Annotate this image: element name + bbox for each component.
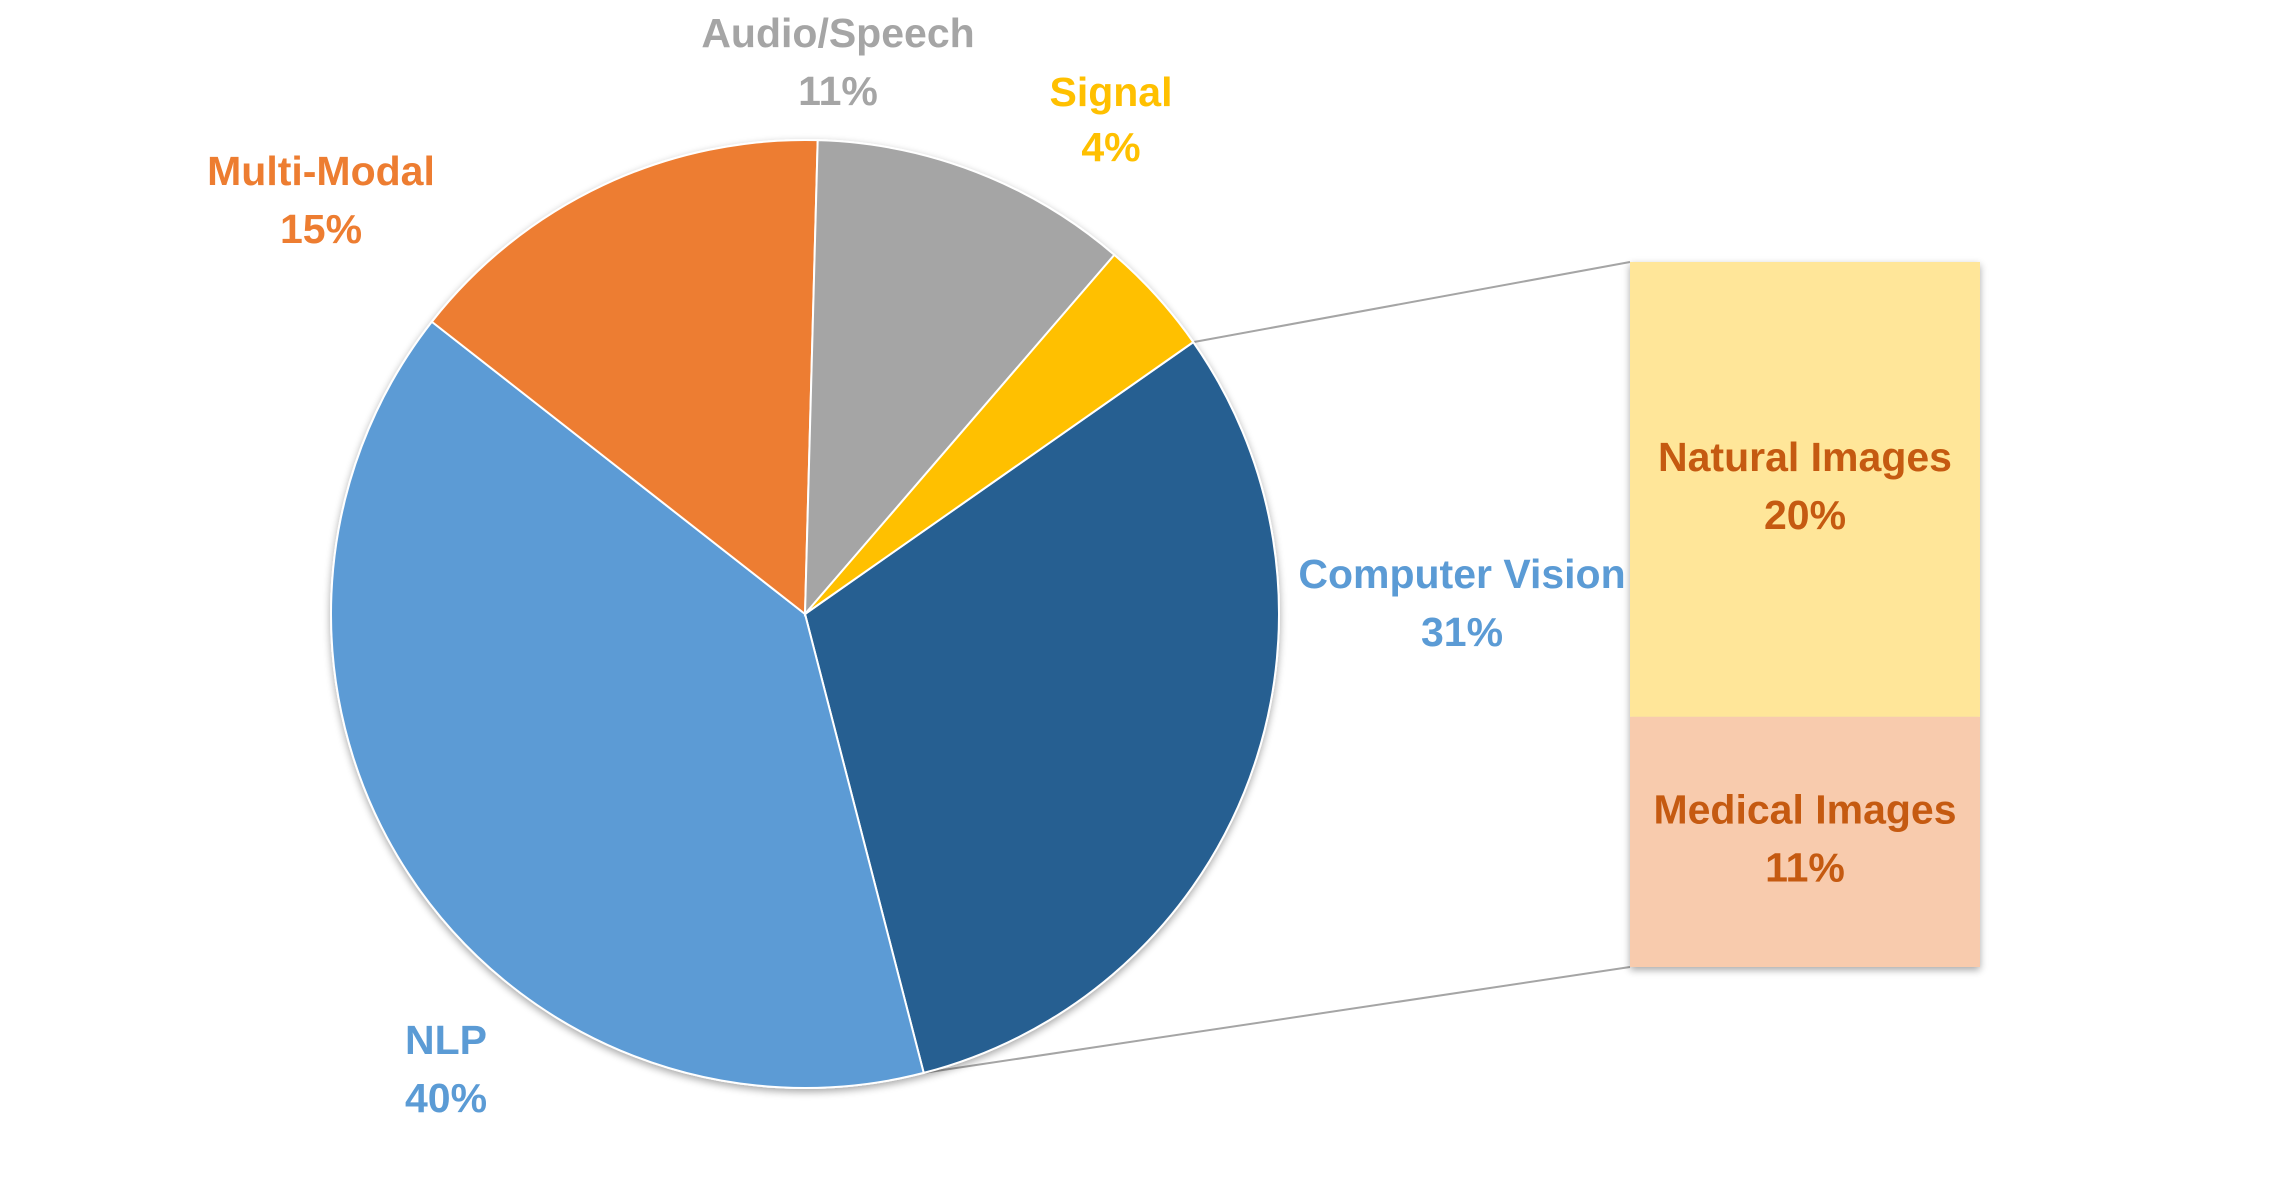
slice-label-nlp: NLP: [405, 1017, 487, 1063]
connector-line-top: [1193, 261, 1631, 344]
data-labels: Computer Vision 31% NLP 40% Multi-Modal 15% Au…: [207, 10, 1956, 1121]
breakdown-bar: [1630, 262, 1980, 967]
slice-value-nlp: 40%: [405, 1075, 487, 1121]
bar-value-medical-images: 11%: [1765, 845, 1845, 891]
slice-value-multi-modal: 15%: [280, 206, 362, 252]
slice-value-computer-vision: 31%: [1421, 609, 1503, 655]
bar-label-natural-images: Natural Images: [1658, 434, 1952, 480]
slice-label-audio-speech: Audio/Speech: [701, 10, 974, 56]
pie-slice-computer-vision: [803, 340, 1280, 1075]
connector-line-bottom: [923, 966, 1631, 1074]
pie-slice-signal: [804, 253, 1195, 615]
slice-label-signal: Signal: [1049, 69, 1172, 115]
slice-label-multi-modal: Multi-Modal: [207, 148, 435, 194]
slice-value-signal: 4%: [1081, 124, 1140, 170]
bar-label-medical-images: Medical Images: [1653, 787, 1956, 833]
bar-value-natural-images: 20%: [1764, 492, 1846, 538]
slice-value-audio-speech: 11%: [798, 68, 878, 114]
pie-slice-multi-modal: [430, 139, 819, 617]
slice-label-computer-vision: Computer Vision: [1298, 551, 1625, 597]
connector-lines: [923, 261, 1631, 1074]
pie-slice-audio-speech: [803, 139, 1116, 617]
bar-segment-natural-images: [1630, 262, 1980, 717]
pie-slice-nlp: [330, 320, 925, 1089]
bar-segment-medical-images: [1630, 716, 1980, 967]
pie: [330, 139, 1280, 1089]
